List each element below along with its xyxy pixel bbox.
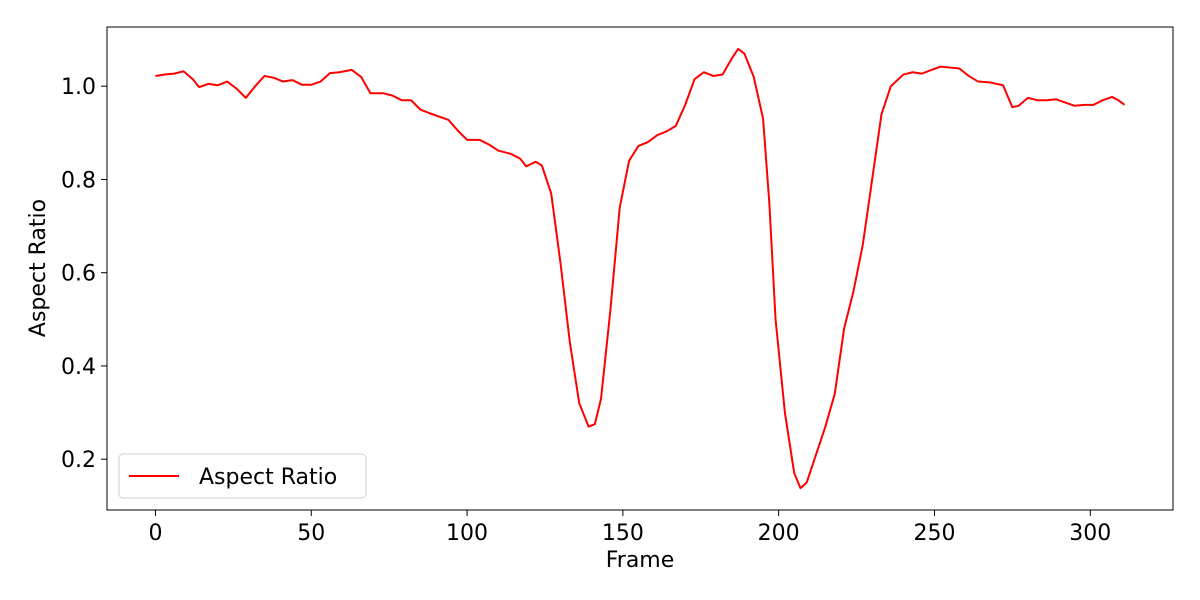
x-tick-label: 300 <box>1069 521 1111 546</box>
x-tick-label: 250 <box>913 521 955 546</box>
x-tick-label: 50 <box>297 521 325 546</box>
y-tick-label: 0.4 <box>61 355 96 380</box>
legend-label: Aspect Ratio <box>199 465 337 490</box>
axes-frame <box>106 26 1174 511</box>
y-tick-label: 0.8 <box>61 168 96 193</box>
y-tick-label: 0.2 <box>61 448 96 473</box>
x-tick-label: 200 <box>758 521 800 546</box>
y-axis-label: Aspect Ratio <box>26 199 51 337</box>
x-tick-label: 100 <box>446 521 488 546</box>
x-tick-label: 150 <box>602 521 644 546</box>
data-line <box>155 47 1126 490</box>
legend-box <box>118 453 367 499</box>
y-tick-label: 0.6 <box>61 262 96 287</box>
y-tick-label: 1.0 <box>61 75 96 100</box>
x-tick-label: 0 <box>148 521 162 546</box>
x-axis-label: Frame <box>606 548 675 573</box>
